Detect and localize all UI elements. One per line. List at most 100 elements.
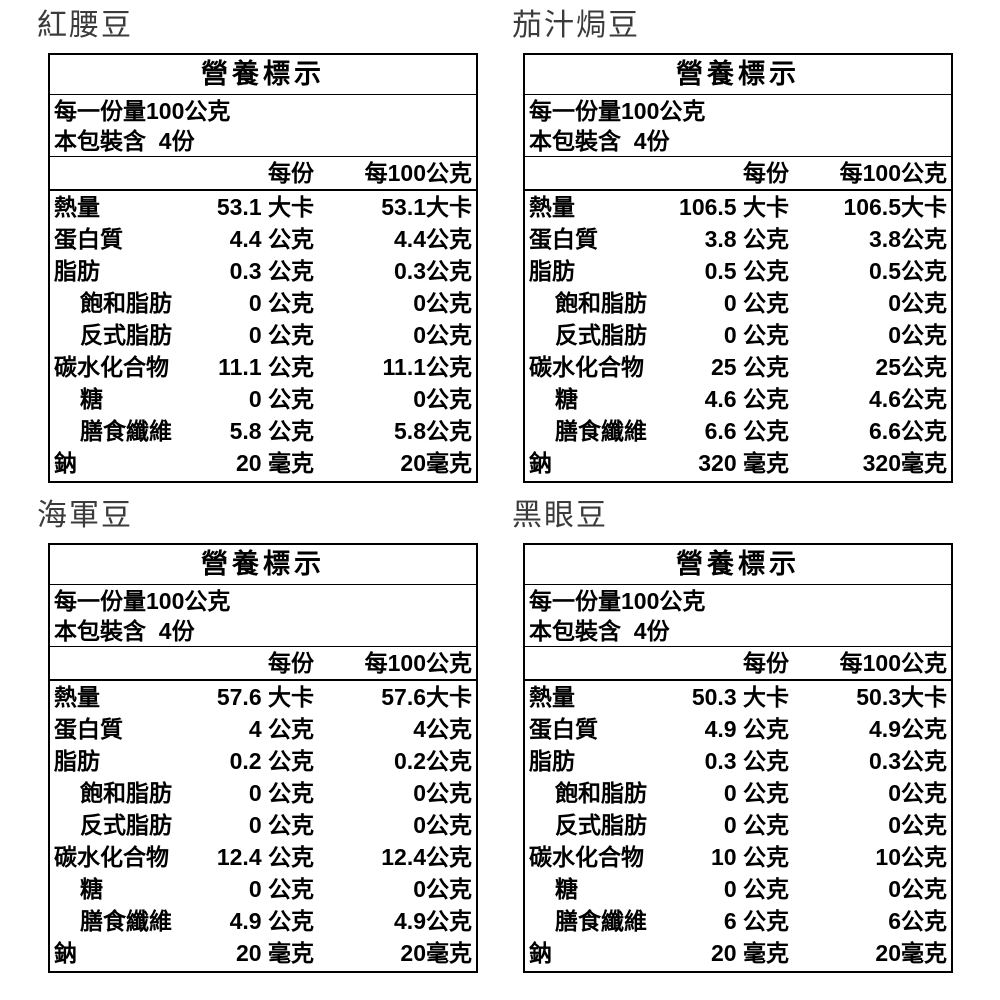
per-serving-value: 0 公克 (723, 322, 789, 348)
per-serving-value: 12.4 公克 (216, 844, 314, 870)
nutrient-row: 熱量 106.5 大卡 106.5大卡 (525, 191, 951, 223)
nutrient-row: 反式脂肪 0 公克 0公克 (50, 809, 476, 841)
per-100g-value: 10公克 (875, 844, 947, 870)
nutrient-row: 碳水化合物 12.4 公克 12.4公克 (50, 841, 476, 873)
nutrient-name: 飽和脂肪 (555, 780, 647, 806)
per-100g-value: 6.6公克 (869, 418, 947, 444)
per-100g-value: 0.5公克 (869, 258, 947, 284)
nutrient-row: 碳水化合物 11.1 公克 11.1公克 (50, 351, 476, 383)
nutrient-name: 膳食纖維 (555, 908, 647, 934)
per-serving-value: 20 毫克 (236, 940, 314, 966)
nutrient-name: 鈉 (54, 450, 77, 476)
nutrient-row: 碳水化合物 10 公克 10公克 (525, 841, 951, 873)
panel-baked-beans-tomato-sauce: 茄汁焗豆 營養標示 每一份量100公克 本包裝含 4份 每份 每100公克 熱量… (512, 6, 957, 483)
nutrient-name: 鈉 (54, 940, 77, 966)
nutrient-name: 碳水化合物 (529, 354, 644, 380)
nutrition-table-title: 營養標示 (525, 55, 951, 95)
panel-black-eyed-peas: 黑眼豆 營養標示 每一份量100公克 本包裝含 4份 每份 每100公克 熱量 5… (512, 496, 957, 973)
nutrient-row: 熱量 57.6 大卡 57.6大卡 (50, 681, 476, 713)
nutrition-table-title: 營養標示 (50, 55, 476, 95)
per-serving-value: 4 公克 (248, 716, 314, 742)
nutrient-name: 熱量 (529, 194, 575, 220)
nutrient-name: 糖 (80, 876, 103, 902)
nutrient-row: 鈉 20 毫克 20毫克 (50, 447, 476, 479)
per-100g-value: 0公克 (888, 812, 947, 838)
bean-title: 茄汁焗豆 (512, 9, 640, 42)
per-100g-value: 0.3公克 (869, 748, 947, 774)
per-serving-value: 11.1 公克 (218, 354, 314, 380)
nutrition-table: 營養標示 每一份量100公克 本包裝含 4份 每份 每100公克 熱量 106.5… (523, 53, 953, 483)
nutrient-row: 脂肪 0.2 公克 0.2公克 (50, 745, 476, 777)
nutrient-row: 鈉 20 毫克 20毫克 (50, 937, 476, 969)
nutrient-row: 飽和脂肪 0 公克 0公克 (525, 287, 951, 319)
per-100g-value: 50.3大卡 (856, 684, 947, 710)
servings-per-pack-line: 本包裝含 4份 (54, 618, 195, 644)
per-serving-value: 0 公克 (248, 780, 314, 806)
per-100g-value: 0公克 (413, 812, 472, 838)
per-serving-value: 6 公克 (723, 908, 789, 934)
panel-navy-beans: 海軍豆 營養標示 每一份量100公克 本包裝含 4份 每份 每100公克 熱量 5… (37, 496, 482, 973)
bean-title: 黑眼豆 (512, 499, 608, 532)
per-serving-value: 25 公克 (711, 354, 789, 380)
nutrient-name: 熱量 (54, 684, 100, 710)
per-100g-value: 4.4公克 (394, 226, 472, 252)
serving-size-line: 每一份量100公克 (54, 98, 231, 124)
per-serving-value: 0.5 公克 (704, 258, 789, 284)
per-100g-value: 20毫克 (400, 450, 472, 476)
per-serving-value: 0 公克 (248, 876, 314, 902)
nutrient-rows: 熱量 106.5 大卡 106.5大卡 蛋白質 3.8 公克 3.8公克 脂肪 0.5 公克 0… (525, 191, 951, 481)
serving-info: 每一份量100公克 本包裝含 4份 (50, 95, 476, 157)
nutrient-row: 脂肪 0.5 公克 0.5公克 (525, 255, 951, 287)
column-header-row: 每份 每100公克 (50, 157, 476, 191)
nutrient-row: 膳食纖維 6.6 公克 6.6公克 (525, 415, 951, 447)
per-serving-value: 0 公克 (248, 386, 314, 412)
nutrient-row: 膳食纖維 4.9 公克 4.9公克 (50, 905, 476, 937)
nutrient-row: 飽和脂肪 0 公克 0公克 (50, 777, 476, 809)
per-100g-value: 4.9公克 (869, 716, 947, 742)
column-header-spacer (54, 157, 196, 189)
nutrient-row: 蛋白質 4 公克 4公克 (50, 713, 476, 745)
per-100g-value: 0公克 (888, 780, 947, 806)
nutrient-name: 碳水化合物 (529, 844, 644, 870)
nutrient-row: 反式脂肪 0 公克 0公克 (525, 809, 951, 841)
per-100g-value: 57.6大卡 (381, 684, 472, 710)
nutrient-name: 飽和脂肪 (555, 290, 647, 316)
column-header-per-serving: 每份 (268, 160, 314, 186)
per-serving-value: 0.3 公克 (229, 258, 314, 284)
column-header-spacer (529, 157, 671, 189)
per-serving-value: 4.9 公克 (704, 716, 789, 742)
nutrient-row: 鈉 20 毫克 20毫克 (525, 937, 951, 969)
servings-per-pack-line: 本包裝含 4份 (54, 128, 195, 154)
per-100g-value: 4公克 (413, 716, 472, 742)
serving-info: 每一份量100公克 本包裝含 4份 (525, 585, 951, 647)
nutrition-table: 營養標示 每一份量100公克 本包裝含 4份 每份 每100公克 熱量 50.3 … (523, 543, 953, 973)
column-header-per-100g: 每100公克 (839, 160, 947, 186)
serving-size-line: 每一份量100公克 (529, 98, 706, 124)
nutrient-name: 脂肪 (54, 258, 100, 284)
panel-red-kidney-beans: 紅腰豆 營養標示 每一份量100公克 本包裝含 4份 每份 每100公克 熱量 5… (37, 6, 482, 483)
per-100g-value: 0公克 (888, 322, 947, 348)
column-header-per-serving: 每份 (743, 160, 789, 186)
bean-title: 海軍豆 (37, 499, 133, 532)
bean-title: 紅腰豆 (37, 9, 133, 42)
nutrient-name: 鈉 (529, 450, 552, 476)
per-serving-value: 57.6 大卡 (216, 684, 314, 710)
nutrient-name: 糖 (555, 386, 578, 412)
column-header-spacer (529, 647, 671, 679)
per-100g-value: 11.1公克 (382, 354, 473, 380)
per-serving-value: 20 毫克 (711, 940, 789, 966)
per-serving-value: 4.9 公克 (229, 908, 314, 934)
per-serving-value: 50.3 大卡 (691, 684, 789, 710)
per-100g-value: 0公克 (413, 386, 472, 412)
per-100g-value: 25公克 (875, 354, 947, 380)
per-100g-value: 4.9公克 (394, 908, 472, 934)
per-serving-value: 0 公克 (723, 780, 789, 806)
nutrient-row: 糖 4.6 公克 4.6公克 (525, 383, 951, 415)
nutrient-name: 脂肪 (529, 748, 575, 774)
per-serving-value: 4.4 公克 (229, 226, 314, 252)
per-serving-value: 53.1 大卡 (216, 194, 314, 220)
per-100g-value: 0.3公克 (394, 258, 472, 284)
nutrient-row: 熱量 53.1 大卡 53.1大卡 (50, 191, 476, 223)
serving-size-line: 每一份量100公克 (54, 588, 231, 614)
